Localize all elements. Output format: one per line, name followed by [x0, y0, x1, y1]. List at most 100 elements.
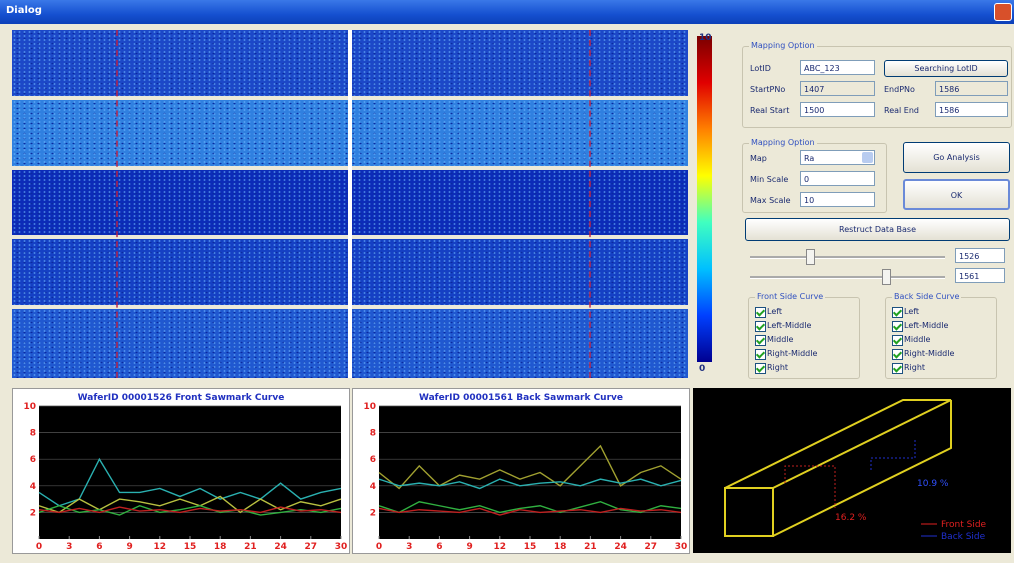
label: Real End [884, 106, 919, 115]
go-analysis-button[interactable]: Go Analysis [903, 142, 1010, 173]
map-value: Ra [804, 154, 814, 163]
front-percent: 16.2 % [835, 513, 867, 523]
colorbar [697, 36, 712, 362]
legend-label: Front Side [941, 520, 987, 530]
real-start-input[interactable]: 1500 [800, 102, 875, 117]
y-tick-label: 6 [30, 455, 36, 465]
x-tick-label: 21 [584, 542, 597, 552]
checkbox-label[interactable]: Right [904, 363, 925, 372]
chart-panel: WaferID 00001561 Back Sawmark Curve24681… [352, 388, 690, 554]
restruct-button[interactable]: Restruct Data Base [745, 218, 1010, 241]
x-tick-label: 30 [675, 542, 688, 552]
chart-title: WaferID 00001561 Back Sawmark Curve [419, 393, 623, 403]
label: Min Scale [750, 175, 788, 184]
checkbox[interactable] [755, 349, 766, 360]
front-wafer-input[interactable]: 1526 [955, 248, 1005, 263]
x-tick-label: 9 [466, 542, 472, 552]
heatmap-separator [348, 30, 352, 378]
x-tick-label: 15 [524, 542, 537, 552]
close-button[interactable] [994, 3, 1012, 21]
cut-line [589, 30, 591, 378]
x-tick-label: 24 [274, 542, 287, 552]
cut-line [116, 30, 118, 378]
chart: WaferID 00001526 Front Sawmark Curve 24 6 8… [13, 389, 349, 553]
box-view: 16.2 % 10.9 % Front Side Back Side [693, 388, 1011, 553]
checkbox-label[interactable]: Left-Middle [767, 321, 811, 330]
x-tick-label: 3 [406, 542, 412, 552]
checkbox-label[interactable]: Left [904, 307, 919, 316]
x-tick-label: 27 [305, 542, 318, 552]
min-scale-input[interactable]: 0 [800, 171, 875, 186]
checkbox[interactable] [892, 321, 903, 332]
x-tick-label: 9 [126, 542, 132, 552]
start-pno-input: 1407 [800, 81, 875, 96]
y-tick-label: 10 [23, 402, 36, 412]
x-tick-label: 0 [376, 542, 382, 552]
x-tick-label: 18 [554, 542, 567, 552]
search-button[interactable]: Searching LotID [884, 60, 1008, 77]
checkbox-label[interactable]: Right-Middle [767, 349, 817, 358]
map-select[interactable]: Ra [800, 150, 875, 165]
checkbox[interactable] [755, 363, 766, 374]
ok-button[interactable]: OK [903, 179, 1010, 210]
x-tick-label: 21 [244, 542, 257, 552]
slider-thumb[interactable] [882, 269, 891, 285]
colorbar-max: 10 [699, 33, 712, 43]
max-scale-input[interactable]: 10 [800, 192, 875, 207]
slider-thumb[interactable] [806, 249, 815, 265]
real-end-input[interactable]: 1586 [935, 102, 1008, 117]
label: Max Scale [750, 196, 791, 205]
y-tick-label: 8 [30, 429, 36, 439]
label: StartPNo [750, 85, 785, 94]
y-tick-label: 4 [370, 482, 376, 492]
checkbox-label[interactable]: Middle [904, 335, 930, 344]
x-tick-label: 15 [184, 542, 197, 552]
checkbox-label[interactable]: Left [767, 307, 782, 316]
checkbox-label[interactable]: Right-Middle [904, 349, 954, 358]
group-title: Front Side Curve [755, 292, 825, 301]
group-title: Mapping Option [749, 138, 817, 147]
x-tick-label: 6 [436, 542, 442, 552]
chart-title: WaferID 00001526 Front Sawmark Curve [78, 393, 285, 403]
plot-area [379, 406, 681, 539]
checkbox[interactable] [892, 349, 903, 360]
checkbox[interactable] [892, 307, 903, 318]
checkbox[interactable] [755, 307, 766, 318]
checkbox-label[interactable]: Left-Middle [904, 321, 948, 330]
x-tick-label: 27 [645, 542, 658, 552]
group-title: Back Side Curve [892, 292, 961, 301]
checkbox[interactable] [755, 321, 766, 332]
x-tick-label: 6 [96, 542, 102, 552]
checkbox[interactable] [755, 335, 766, 346]
chart: WaferID 00001561 Back Sawmark Curve24681… [353, 389, 689, 553]
group-title: Mapping Option [749, 41, 817, 50]
legend-label: Back Side [941, 532, 986, 542]
dropdown-arrow[interactable] [862, 152, 873, 163]
checkbox-label[interactable]: Right [767, 363, 788, 372]
window-title: Dialog [6, 5, 42, 16]
x-tick-label: 24 [614, 542, 627, 552]
label: EndPNo [884, 85, 915, 94]
label: LotID [750, 64, 771, 73]
checkbox[interactable] [892, 363, 903, 374]
lot-id-input[interactable]: ABC_123 [800, 60, 875, 75]
plot-area [39, 406, 341, 539]
slider-track [750, 256, 945, 259]
back-wafer-input[interactable]: 1561 [955, 268, 1005, 283]
label: Real Start [750, 106, 789, 115]
title-bar: Dialog [0, 0, 1014, 24]
x-tick-label: 12 [154, 542, 167, 552]
y-tick-label: 2 [370, 508, 376, 518]
slider-track [750, 276, 945, 279]
x-tick-label: 0 [36, 542, 42, 552]
label: Map [750, 154, 767, 163]
x-tick-label: 30 [335, 542, 348, 552]
end-pno-input: 1586 [935, 81, 1008, 96]
x-tick-label: 3 [66, 542, 72, 552]
checkbox[interactable] [892, 335, 903, 346]
y-tick-label: 10 [363, 402, 376, 412]
checkbox-label[interactable]: Middle [767, 335, 793, 344]
